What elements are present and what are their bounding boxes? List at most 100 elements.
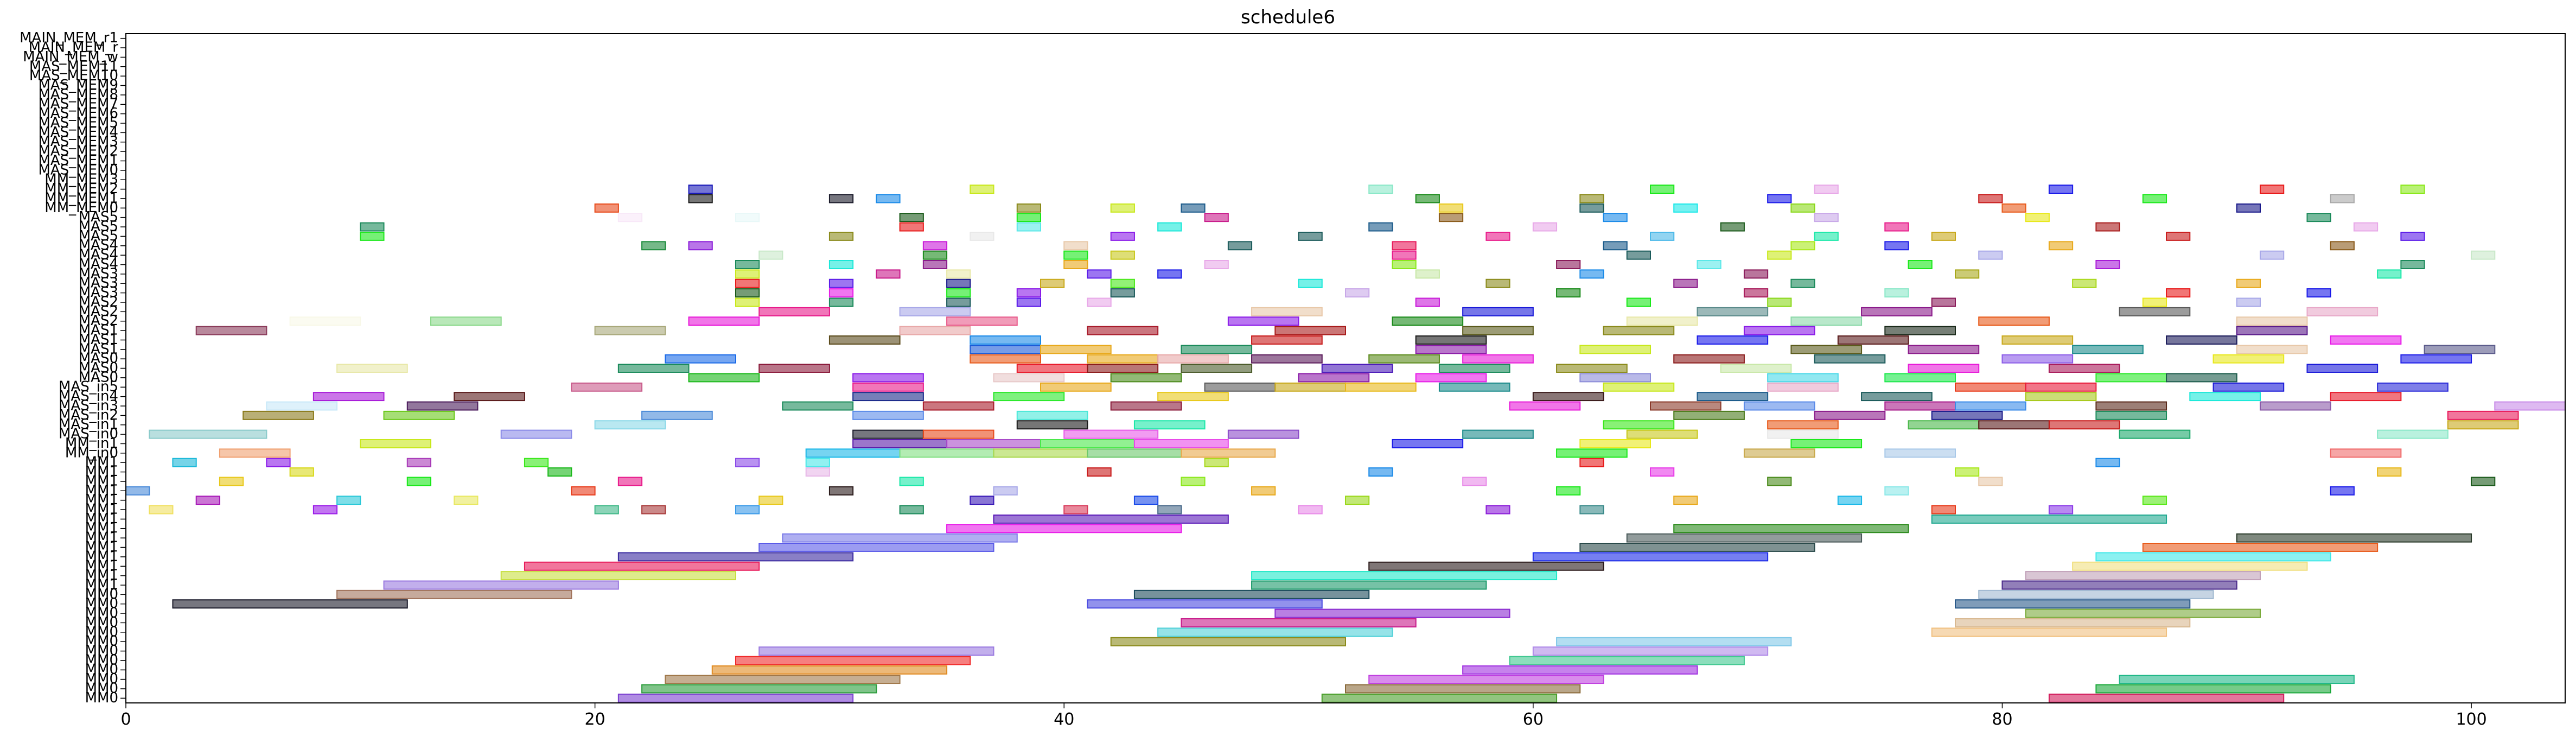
y-tick-label: MM_MEM2 (44, 181, 118, 197)
gantt-bar (946, 439, 1041, 448)
gantt-bar (1650, 231, 1675, 241)
y-tick-label: MM0 (85, 680, 118, 696)
gantt-bar (1227, 429, 1299, 439)
gantt-bar (1931, 505, 1956, 515)
gantt-bar (1016, 203, 1042, 213)
gantt-bar (828, 194, 854, 204)
gantt-bar (1063, 250, 1088, 260)
y-tick-label: MM0 (85, 671, 118, 687)
gantt-bar (1110, 401, 1182, 411)
gantt-bar (1884, 373, 1956, 383)
gantt-bar (1345, 288, 1370, 298)
gantt-bar (2377, 382, 2449, 392)
gantt-bar (1532, 646, 1769, 656)
gantt-bar (430, 316, 502, 326)
gantt-bar (899, 213, 924, 223)
y-tick-label: MAS_in3 (59, 397, 118, 414)
gantt-bar (125, 486, 150, 496)
gantt-bar (1673, 278, 1698, 288)
gantt-bar (1227, 316, 1299, 326)
gantt-bar (1955, 382, 2026, 392)
gantt-bar (1603, 420, 1675, 430)
gantt-bar (2119, 307, 2191, 316)
gantt-bar (1556, 364, 1628, 373)
gantt-bar (1908, 420, 1980, 430)
gantt-bar (1110, 278, 1135, 288)
gantt-bar (1837, 496, 1863, 505)
y-tick-label: MAS4 (79, 237, 118, 253)
gantt-bar (1626, 297, 1652, 307)
gantt-bar (1532, 222, 1558, 232)
gantt-bar (2400, 231, 2425, 241)
gantt-bar (735, 458, 760, 467)
gantt-bar (1016, 213, 1042, 223)
y-tick-label: MAS0 (79, 351, 118, 367)
gantt-bar (2471, 250, 2496, 260)
gantt-bar (946, 278, 971, 288)
gantt-bar (617, 477, 643, 486)
gantt-bar (1063, 505, 1088, 515)
gantt-bar (1767, 194, 1792, 204)
gantt-bar (1345, 382, 1417, 392)
gantt-bar (1884, 222, 1909, 232)
gantt-bar (1767, 250, 1792, 260)
gantt-bar (1274, 326, 1346, 335)
gantt-bar (1697, 392, 1769, 402)
gantt-bar (1790, 241, 1815, 251)
gantt-bar (1133, 439, 1229, 448)
gantt-bar (1298, 373, 1370, 383)
gantt-bar (547, 467, 572, 477)
gantt-bar (1345, 496, 1370, 505)
gantt-bar (688, 185, 713, 194)
y-tick-label: MAIN_MEM_w (23, 49, 118, 65)
gantt-bar (2166, 288, 2191, 298)
y-tick-label: MAS_MEM2 (38, 143, 118, 160)
y-tick-label: MM_MEM1 (44, 190, 118, 206)
gantt-bar (1767, 373, 1839, 383)
gantt-bar (2025, 213, 2050, 223)
gantt-bar (219, 448, 291, 458)
gantt-bar (594, 203, 619, 213)
gantt-bar (172, 599, 408, 609)
y-tick-label: MM_in0 (65, 445, 118, 461)
gantt-bar (1274, 382, 1346, 392)
gantt-bar (1861, 392, 1933, 402)
gantt-bar (1697, 307, 1769, 316)
gantt-bar (1063, 241, 1088, 251)
gantt-bar (2166, 373, 2237, 383)
gantt-bar (2142, 194, 2167, 204)
gantt-bar (2072, 278, 2097, 288)
y-tick-label: MM1 (85, 548, 118, 565)
gantt-bar (1626, 533, 1863, 543)
y-tick-label: MM0 (85, 643, 118, 659)
gantt-bar (641, 410, 713, 420)
gantt-bar (2306, 307, 2379, 316)
gantt-bar (1251, 354, 1323, 364)
gantt-bar (1133, 496, 1159, 505)
gantt-bar (2095, 222, 2120, 232)
gantt-bar (1040, 382, 1112, 392)
gantt-bar (406, 401, 479, 411)
gantt-bar (899, 222, 924, 232)
gantt-bar (1415, 345, 1487, 354)
gantt-bar (805, 458, 830, 467)
gantt-bar (735, 213, 760, 223)
gantt-bar (2095, 260, 2120, 269)
gantt-bar (1626, 429, 1698, 439)
y-tick-label: MM0 (85, 690, 118, 706)
gantt-bar (1438, 382, 1510, 392)
gantt-bar (1579, 458, 1604, 467)
gantt-bar (1509, 401, 1581, 411)
gantt-bar (1579, 203, 1604, 213)
gantt-bar (594, 420, 666, 430)
gantt-bar (688, 241, 713, 251)
gantt-bar (1743, 401, 1815, 411)
gantt-bar (2095, 410, 2167, 420)
gantt-bar (1931, 297, 1956, 307)
gantt-bar (1978, 420, 2050, 430)
gantt-bar (2212, 354, 2285, 364)
gantt-bar (266, 458, 291, 467)
y-tick-label: MM0 (85, 595, 118, 612)
gantt-bar (2236, 297, 2261, 307)
